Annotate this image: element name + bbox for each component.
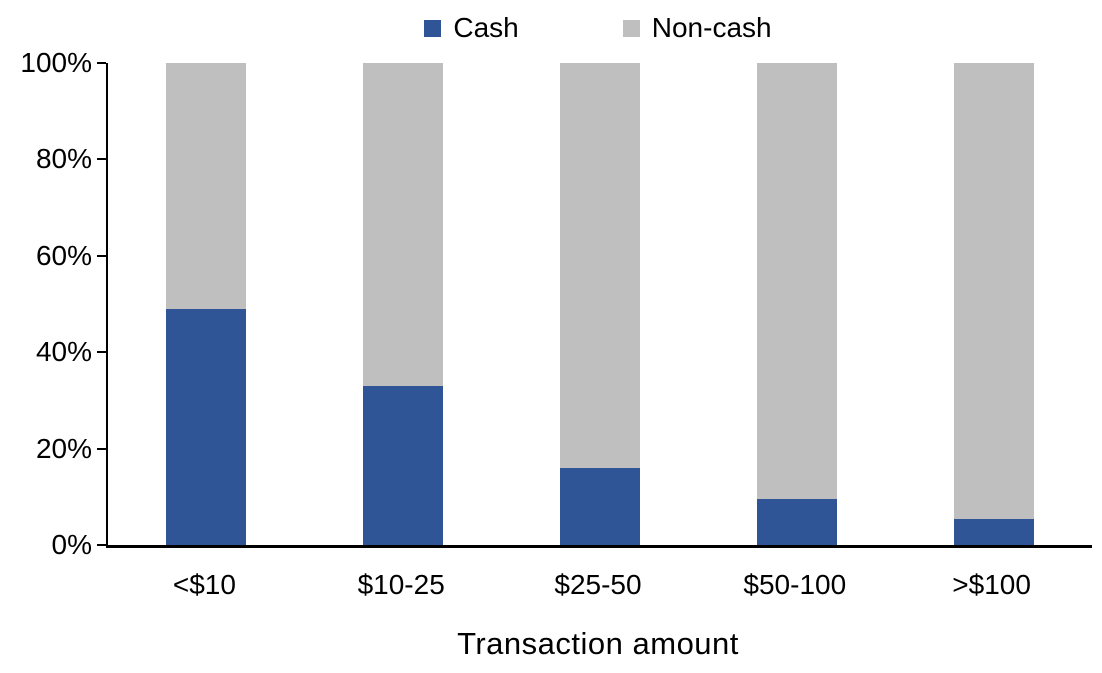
bar-1 [166, 63, 247, 545]
bar-slot [502, 63, 699, 545]
y-axis-tick [97, 62, 106, 64]
legend-item-cash: Cash [424, 12, 519, 43]
x-tick-label: >$100 [952, 569, 1031, 600]
bars-row [108, 63, 1092, 545]
bar-2 [363, 63, 444, 545]
bar-segment-noncash [363, 63, 444, 386]
bar-slot [305, 63, 502, 545]
y-axis-tick [97, 351, 106, 354]
y-tick-label: 60% [35, 239, 92, 271]
bar-slot [108, 63, 305, 545]
x-tick-label: $10-25 [357, 569, 445, 600]
legend-label: Cash [453, 12, 519, 43]
bar-segment-cash [363, 385, 444, 545]
bar-3 [559, 63, 640, 545]
plot-area [106, 63, 1092, 548]
x-axis-labels: <$10 $10-25 $25-50 $50-100 >$100 [106, 567, 1090, 603]
y-tick-label: 20% [35, 432, 92, 464]
bar-segment-noncash [756, 63, 837, 500]
bar-slot [895, 63, 1092, 545]
y-axis-tick [97, 447, 106, 450]
legend-swatch-icon [424, 19, 442, 37]
bar-segment-cash [953, 518, 1034, 545]
y-tick-label: 40% [35, 336, 92, 368]
chart-legend: Cash Non-cash [106, 6, 1090, 50]
y-tick-label: 0% [51, 529, 92, 560]
x-tick-label: <$10 [172, 569, 236, 600]
bar-4 [756, 63, 837, 545]
legend-item-non-cash: Non-cash [622, 12, 772, 43]
x-axis-title: Transaction amount [457, 626, 739, 661]
bar-segment-cash [166, 308, 247, 545]
y-tick-label: 80% [35, 143, 92, 175]
y-axis-tick [97, 254, 106, 257]
bar-segment-cash [559, 467, 640, 545]
bar-segment-noncash [559, 63, 640, 468]
bar-segment-cash [756, 499, 837, 545]
y-axis-tick [97, 158, 106, 161]
bar-segment-noncash [953, 63, 1034, 519]
bar-slot [698, 63, 895, 545]
x-tick-label: $25-50 [554, 569, 642, 600]
x-tick-label: $50-100 [743, 569, 847, 600]
legend-label: Non-cash [651, 12, 772, 43]
y-axis-tick [97, 544, 106, 546]
bar-5 [953, 63, 1034, 545]
y-tick-label: 100% [20, 47, 92, 78]
legend-swatch-icon [622, 19, 640, 37]
bar-segment-noncash [166, 63, 247, 309]
